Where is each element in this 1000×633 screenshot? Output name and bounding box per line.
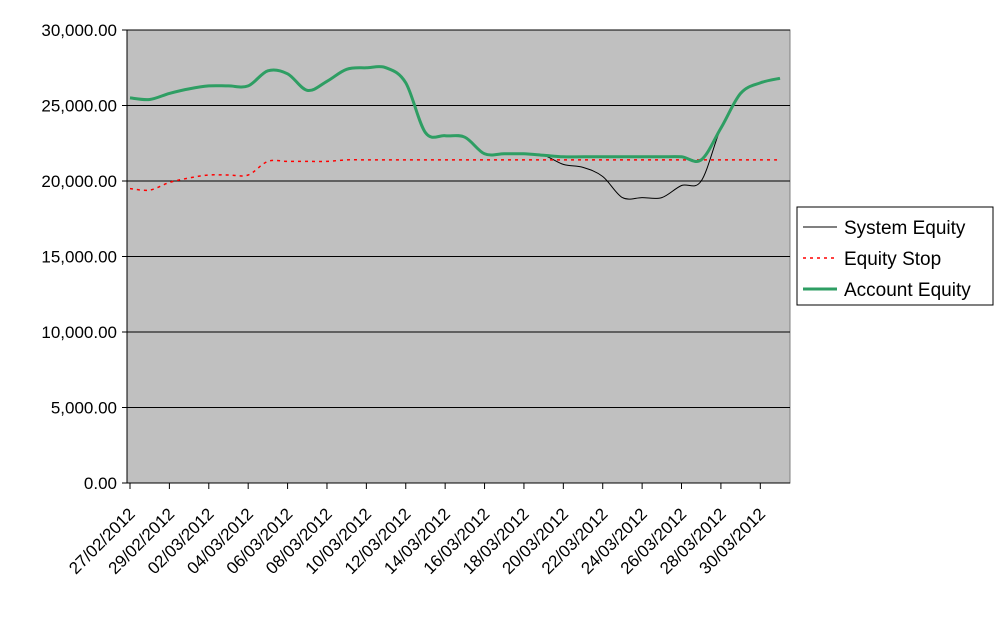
gridlines: [127, 29, 790, 408]
legend-label: System Equity: [844, 218, 966, 239]
y-tick-label: 0.00: [84, 474, 117, 493]
y-tick-label: 5,000.00: [51, 399, 117, 418]
y-tick-label: 20,000.00: [41, 172, 117, 191]
y-tick-label: 25,000.00: [41, 97, 117, 116]
y-tick-label: 10,000.00: [41, 323, 117, 342]
legend: System Equity Equity Stop Account Equity: [796, 206, 994, 306]
legend-label: Account Equity: [844, 280, 971, 301]
y-axis: 0.00 5,000.00 10,000.00 15,000.00 20,000.00 2…: [41, 21, 128, 493]
series-line-equity-stop: [129, 159, 780, 192]
legend-label: Equity Stop: [844, 249, 941, 270]
y-tick-label: 30,000.00: [41, 21, 117, 40]
y-tick-label: 15,000.00: [41, 248, 117, 267]
x-axis: 27/02/201229/02/201202/03/201204/03/2012…: [65, 482, 790, 578]
series-lines: [129, 65, 781, 200]
series-line-account-equity: [129, 65, 781, 163]
